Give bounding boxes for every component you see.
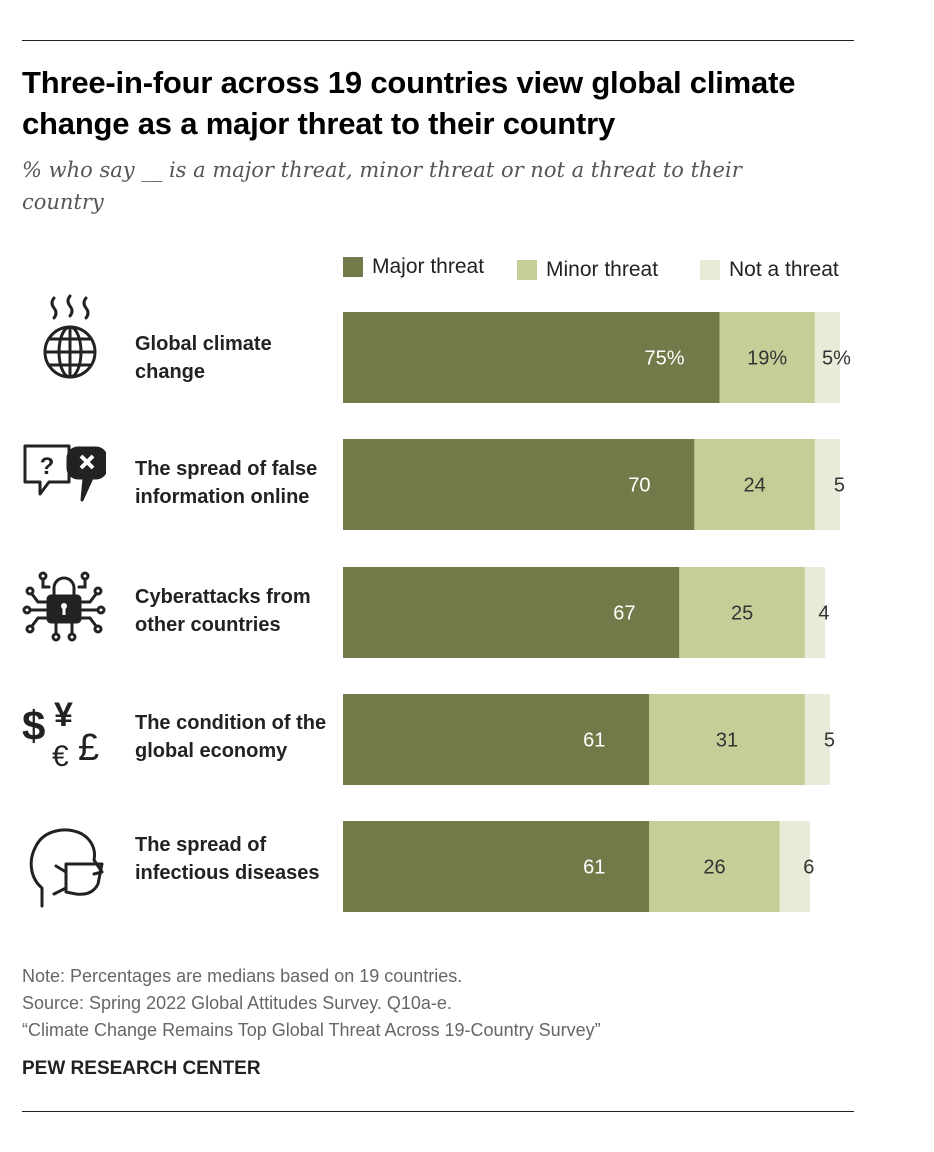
bar-cyberattacks-major xyxy=(343,567,680,658)
cyber-lock-circuit-icon xyxy=(22,571,106,642)
bar-economy-major xyxy=(343,694,650,785)
bar-false-info-minor xyxy=(694,439,815,530)
legend-swatch-not xyxy=(700,260,720,280)
notes: Note: Percentages are medians based on 1… xyxy=(22,963,601,1044)
legend-swatch-minor xyxy=(517,260,537,280)
face-mask-icon xyxy=(29,828,104,908)
bar-diseases-major xyxy=(343,821,650,912)
svg-text:¥: ¥ xyxy=(54,696,73,734)
report-title: “Climate Change Remains Top Global Threa… xyxy=(22,1020,601,1040)
value-label-climate-major: 75% xyxy=(644,348,684,370)
bar-diseases-not xyxy=(779,821,810,912)
row-label-diseases: The spread of infectious diseases xyxy=(135,834,320,884)
value-label-economy-minor: 31 xyxy=(716,730,738,752)
bar-economy-not xyxy=(804,694,830,785)
legend-item-not: Not a threat xyxy=(700,258,839,282)
svg-text:?: ? xyxy=(40,453,55,480)
bar-economy-minor xyxy=(649,694,805,785)
source-text: Source: Spring 2022 Global Attitudes Sur… xyxy=(22,993,452,1013)
bar-climate-minor xyxy=(719,312,815,403)
value-label-diseases-major: 61 xyxy=(583,857,605,879)
row-label-cyberattacks: Cyberattacks from other countries xyxy=(135,586,311,636)
chart-title: Three-in-four across 19 countries view g… xyxy=(22,65,796,141)
bar-diseases-minor xyxy=(649,821,780,912)
bar-false-info-major xyxy=(343,439,695,530)
top-rule xyxy=(22,40,854,41)
value-label-cyberattacks-not: 4 xyxy=(818,603,829,625)
value-label-false-info-major: 70 xyxy=(628,475,650,497)
bar-climate-not xyxy=(814,312,840,403)
globe-heat-icon xyxy=(43,294,97,379)
value-label-false-info-not: 5 xyxy=(834,475,845,497)
bar-false-info-not xyxy=(814,439,840,530)
row-label-economy: The condition of the global economy xyxy=(135,712,327,762)
legend-label-not: Not a threat xyxy=(729,258,839,281)
legend-swatch-major xyxy=(343,257,363,277)
value-label-cyberattacks-major: 67 xyxy=(613,603,635,625)
value-label-cyberattacks-minor: 25 xyxy=(731,603,753,625)
svg-text:£: £ xyxy=(78,727,99,769)
value-label-economy-not: 5 xyxy=(824,730,835,752)
chart-subtitle: % who say __ is a major threat, minor th… xyxy=(22,158,742,214)
note-text: Note: Percentages are medians based on 1… xyxy=(22,966,463,986)
legend-item-major: Major threat xyxy=(343,255,484,279)
bar-climate-major xyxy=(343,312,720,403)
value-label-climate-not: 5% xyxy=(822,348,851,370)
bottom-rule xyxy=(22,1111,854,1112)
value-label-climate-minor: 19% xyxy=(747,348,787,370)
legend-item-minor: Minor threat xyxy=(517,258,658,282)
org-name: PEW RESEARCH CENTER xyxy=(22,1058,261,1079)
currency-symbols-icon: $ ¥ € £ xyxy=(22,696,99,773)
svg-text:€: € xyxy=(52,740,69,773)
row-label-false-info: The spread of false information online xyxy=(135,458,318,508)
bar-cyberattacks-minor xyxy=(679,567,805,658)
value-label-diseases-not: 6 xyxy=(803,857,814,879)
svg-text:$: $ xyxy=(22,702,45,749)
value-label-diseases-minor: 26 xyxy=(703,857,725,879)
misinformation-speech-bubbles-icon: ? xyxy=(23,444,106,502)
legend-label-minor: Minor threat xyxy=(546,258,659,281)
bar-cyberattacks-not xyxy=(804,567,825,658)
value-label-false-info-minor: 24 xyxy=(744,475,766,497)
row-label-climate: Global climate change xyxy=(135,333,272,383)
value-label-economy-major: 61 xyxy=(583,730,605,752)
legend-label-major: Major threat xyxy=(372,255,485,278)
